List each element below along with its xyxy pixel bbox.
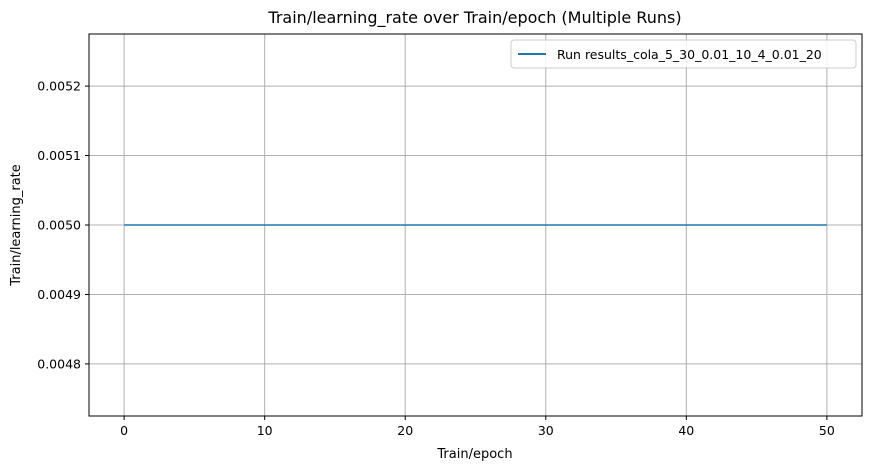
legend-entry-label: Run results_cola_5_30_0.01_10_4_0.01_20: [557, 47, 822, 62]
y-axis: 0.0048 0.0049 0.0050 0.0051 0.0052: [37, 79, 89, 371]
x-tick-label: 50: [819, 423, 835, 438]
x-axis: 0 10 20 30 40 50: [120, 416, 835, 438]
x-tick-label: 30: [538, 423, 554, 438]
x-tick-label: 10: [257, 423, 273, 438]
legend: Run results_cola_5_30_0.01_10_4_0.01_20: [510, 39, 857, 69]
x-axis-label: Train/epoch: [436, 447, 512, 462]
x-tick-label: 0: [120, 423, 128, 438]
y-tick-label: 0.0051: [37, 148, 81, 163]
y-tick-label: 0.0050: [37, 218, 81, 233]
x-tick-label: 20: [397, 423, 413, 438]
chart-title: Train/learning_rate over Train/epoch (Mu…: [267, 8, 681, 28]
y-tick-label: 0.0052: [37, 79, 81, 94]
x-tick-label: 40: [678, 423, 694, 438]
y-axis-label: Train/learning_rate: [9, 164, 24, 287]
legend-box: [510, 39, 857, 69]
y-tick-label: 0.0049: [37, 287, 81, 302]
y-tick-label: 0.0048: [37, 356, 81, 371]
